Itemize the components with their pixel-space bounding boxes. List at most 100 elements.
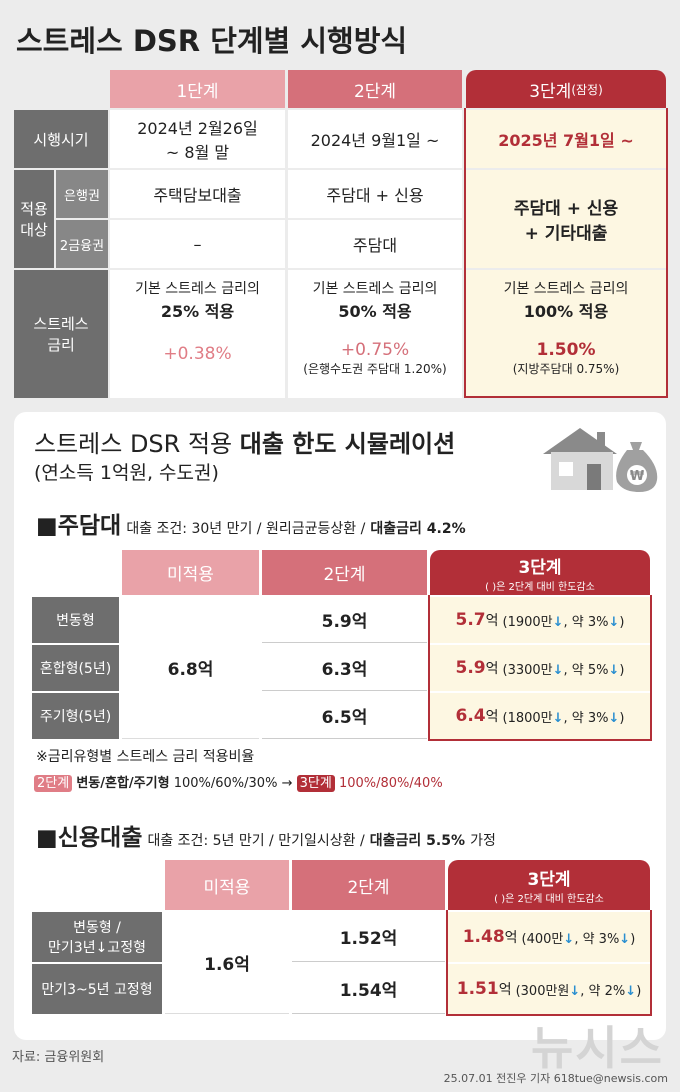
text: 2024년 9월1일 ~: [310, 131, 440, 150]
stage-header: 1단계: [110, 70, 285, 108]
cell: 주담대: [288, 220, 462, 268]
change: (3300만↓, 약 5%↓): [502, 662, 625, 678]
text: 기본 스트레스 금리의: [503, 281, 629, 297]
text: ( )은 2단계 대비 한도감소: [485, 581, 595, 593]
badge: 2단계: [34, 775, 73, 792]
badge: 3단계: [296, 775, 335, 792]
text: 변동/혼합/주기형: [76, 776, 170, 791]
watermark: 뉴시스: [531, 1021, 664, 1075]
value: 6.4: [455, 706, 486, 726]
note: ※금리유형별 스트레스 금리 적용비율: [36, 749, 255, 765]
row-label: 은행권: [56, 170, 108, 218]
header: 2단계: [262, 550, 427, 595]
unit: 억: [485, 613, 499, 629]
row-label: 만기3~5년 고정형: [32, 964, 162, 1014]
cell: 2024년 2월26일 ~ 8월 말: [110, 110, 285, 168]
svg-text:₩: ₩: [630, 469, 645, 484]
cell: 1.52억: [292, 912, 445, 962]
text: 2025년 7월1일 ~: [498, 131, 634, 150]
text: ■신용대출: [36, 825, 143, 851]
text: 100% 적용: [523, 302, 609, 321]
text: 대출금리 4.2%: [370, 521, 466, 537]
subsection: ■신용대출 대출 조건: 5년 만기 / 만기일시상환 / 대출금리 5.5% …: [36, 818, 496, 852]
down-arrow: ↓: [619, 931, 631, 947]
cell: 6.4 억 (1800만↓, 약 3%↓): [430, 693, 650, 739]
text: 대출 조건: 5년 만기 / 만기일시상환 /: [147, 833, 365, 849]
text: 변동형 /: [73, 920, 121, 936]
source: 자료: 금융위원회: [12, 1050, 105, 1065]
down-arrow: ↓: [608, 614, 620, 630]
text: 혼합형(5년): [39, 661, 112, 677]
text: 주담대 + 신용: [513, 199, 619, 219]
text: 스트레스 DSR 적용: [34, 430, 233, 458]
down-arrow: ↓: [552, 710, 564, 726]
row-label: 스트레스 금리: [14, 270, 108, 398]
cell: 6.8억: [122, 597, 259, 739]
cell: 기본 스트레스 금리의 25% 적용 +0.38%: [110, 270, 285, 398]
unit: 억: [504, 930, 518, 946]
text: 대출금리 5.5%: [369, 833, 465, 849]
cell: –: [110, 220, 285, 268]
text: ■주담대: [36, 513, 122, 539]
text: 2024년 2월26일: [137, 119, 258, 138]
cell: 1.48 억 (400만↓, 약 3%↓): [448, 912, 650, 962]
down-arrow: ↓: [569, 983, 581, 999]
header: 3단계 ( )은 2단계 대비 한도감소: [430, 550, 650, 595]
down-arrow: ↓: [552, 614, 564, 630]
text: + 기타대출: [524, 224, 608, 244]
row-label: 혼합형(5년): [32, 645, 119, 691]
house-icon: ₩: [543, 428, 658, 492]
text: →: [281, 776, 293, 791]
cell: 2025년 7월1일 ~: [466, 110, 666, 168]
change: (300만원↓, 약 2%↓): [515, 983, 642, 999]
text: +0.75%: [340, 340, 410, 360]
text: ~ 8월 말: [165, 143, 230, 162]
note-line: 2단계 변동/혼합/주기형 100%/60%/30% → 3단계 100%/80…: [34, 772, 443, 792]
stage-header: 3단계 (잠정): [466, 70, 666, 108]
text: 100%/80%/40%: [338, 776, 443, 791]
cell: 기본 스트레스 금리의 50% 적용 +0.75% (은행수도권 주담대 1.20%): [288, 270, 462, 398]
cell: 6.5억: [262, 693, 427, 739]
text: 기본 스트레스 금리의: [312, 281, 438, 297]
unit: 억: [485, 709, 499, 725]
stage-header: 2단계: [288, 70, 462, 108]
title: 스트레스 DSR 단계별 시행방식: [16, 24, 408, 58]
text: +0.38%: [163, 344, 232, 364]
cell: 5.9 억 (3300만↓, 약 5%↓): [430, 645, 650, 691]
header: 미적용: [122, 550, 259, 595]
text: 대출 조건: 30년 만기 / 원리금균등상환 /: [126, 521, 366, 537]
text: 1.50%: [536, 340, 596, 360]
unit: 억: [498, 982, 512, 998]
row-label: 주기형(5년): [32, 693, 119, 739]
change: (1800만↓, 약 3%↓): [502, 710, 625, 726]
down-arrow: ↓: [625, 983, 637, 999]
text: 주기형(5년): [39, 709, 112, 725]
text: 대출 한도 시뮬레이션: [239, 430, 456, 458]
down-arrow: ↓: [608, 662, 620, 678]
row-label: 변동형 / 만기3년↓고정형: [32, 912, 162, 962]
text: 3단계: [518, 557, 562, 578]
text: (은행수도권 주담대 1.20%): [303, 362, 447, 376]
value: 1.51: [456, 979, 499, 999]
text: 가정: [470, 833, 496, 849]
credit: 25.07.01 전진우 기자 618tue@newsis.com: [443, 1072, 668, 1085]
text: 100%/60%/30%: [173, 776, 278, 791]
row-label: 적용 대상: [14, 170, 54, 268]
header: 2단계: [292, 860, 445, 910]
cell: 1.54억: [292, 964, 445, 1014]
cell: 1.51 억 (300만원↓, 약 2%↓): [448, 964, 650, 1014]
down-arrow: ↓: [563, 931, 575, 947]
change: (1900만↓, 약 3%↓): [502, 614, 625, 630]
cell: 5.7 억 (1900만↓, 약 3%↓): [430, 597, 650, 643]
row-label: 2금융권: [56, 220, 108, 268]
text: 3단계: [527, 870, 571, 890]
text: ( )은 2단계 대비 한도감소: [494, 894, 604, 905]
down-arrow: ↓: [552, 662, 564, 678]
text: 50% 적용: [338, 302, 412, 321]
change: (400만↓, 약 3%↓): [521, 931, 636, 947]
text: 변동형: [56, 613, 95, 629]
value: 5.7: [455, 610, 486, 630]
row-label: 시행시기: [14, 110, 108, 168]
unit: 억: [485, 661, 499, 677]
